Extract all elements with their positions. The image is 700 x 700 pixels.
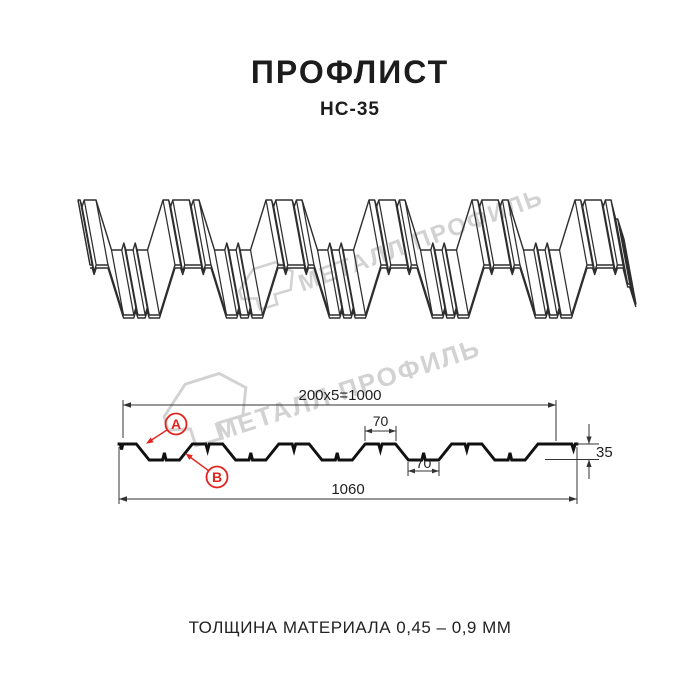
page-title: ПРОФЛИСТ [250,54,450,90]
cross-section-profile [117,442,579,462]
thickness-note: ТОЛЩИНА МАТЕРИАЛА 0,45 – 0,9 ММ [188,618,512,637]
metall-profil-logo-icon [162,371,248,448]
callouts [146,412,229,489]
dim-total-width: 1060 [331,481,364,498]
cross-section-drawing: 200x5=1000 70 70 35 1060 A B [117,387,613,504]
callout-a-label: A [171,416,181,432]
dimension-lines [118,400,599,504]
profile-code: НС-35 [320,99,380,120]
dim-top-width: 200x5=1000 [299,387,382,404]
callout-b-circle [205,465,229,489]
profile-3d-drawing [77,199,637,319]
dim-height: 35 [596,444,613,461]
dimension-arrows [119,402,592,502]
callout-b-label: B [212,469,222,485]
dim-valley-width: 70 [416,455,432,471]
dim-flange-width: 70 [373,413,389,429]
callout-a-circle [164,412,188,436]
metall-profil-logo-icon [237,260,294,311]
